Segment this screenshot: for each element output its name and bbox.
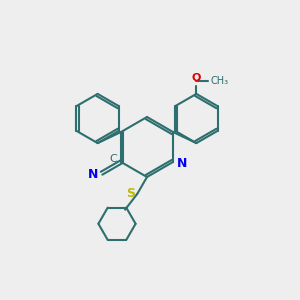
Text: CH₃: CH₃ [210, 76, 228, 86]
Text: C: C [109, 154, 117, 164]
Text: N: N [88, 168, 98, 181]
Text: O: O [192, 73, 201, 83]
Text: N: N [177, 157, 187, 170]
Text: S: S [126, 188, 135, 200]
